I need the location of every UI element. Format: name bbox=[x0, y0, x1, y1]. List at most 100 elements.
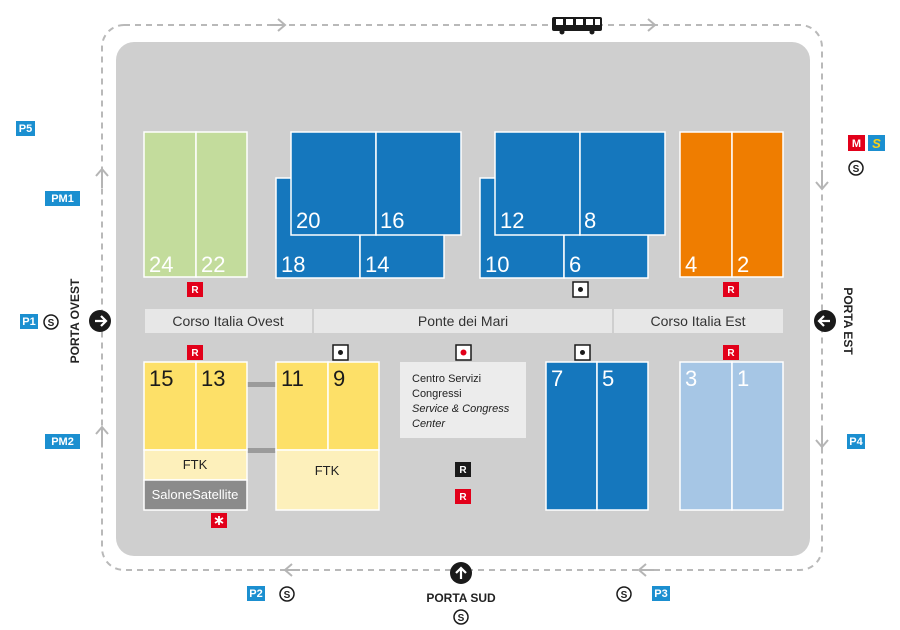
suburban-stop-west: S bbox=[43, 314, 59, 330]
metro-icon: M bbox=[848, 135, 865, 151]
hall-group-20-16-18-14[interactable]: 20 16 18 14 bbox=[275, 131, 462, 279]
street-label-est: Corso Italia Est bbox=[651, 313, 746, 329]
restaurant-badge-dark: R bbox=[455, 462, 471, 477]
street-corso-italia-ovest bbox=[145, 309, 312, 333]
parking-p5[interactable]: P5 bbox=[16, 121, 35, 136]
suburban-rail-icon: S bbox=[868, 135, 885, 151]
svg-text:PM1: PM1 bbox=[51, 193, 74, 205]
suburban-stop-p2: S bbox=[279, 586, 295, 602]
salone-satellite-block[interactable] bbox=[143, 479, 248, 511]
hall-7-label: 7 bbox=[551, 366, 563, 391]
hall-20[interactable] bbox=[290, 131, 377, 236]
hall-9-label: 9 bbox=[333, 366, 345, 391]
hall-11-label: 11 bbox=[281, 366, 304, 391]
svg-text:S: S bbox=[48, 318, 55, 329]
svg-text:PM2: PM2 bbox=[51, 436, 74, 448]
ftk-right-label: FTK bbox=[315, 463, 340, 478]
street-bar: Corso Italia Ovest Ponte dei Mari Corso … bbox=[145, 309, 783, 333]
suburban-stop-p3: S bbox=[616, 586, 632, 602]
hall-3[interactable] bbox=[679, 361, 733, 511]
hall-12[interactable] bbox=[494, 131, 581, 236]
hall-4-label: 4 bbox=[685, 252, 697, 277]
hall-22-label: 22 bbox=[201, 252, 225, 277]
point-icon-service-center bbox=[455, 344, 472, 361]
hall-8[interactable] bbox=[579, 131, 666, 236]
parking-pm1[interactable]: PM1 bbox=[45, 191, 80, 206]
parking-p3[interactable]: P3 bbox=[652, 586, 670, 601]
service-center-line1: Centro Servizi bbox=[412, 373, 481, 385]
svg-text:S: S bbox=[458, 613, 465, 624]
svg-text:P4: P4 bbox=[849, 436, 863, 448]
hall-8-label: 8 bbox=[584, 208, 596, 233]
svg-text:M: M bbox=[852, 138, 861, 150]
hall-2-label: 2 bbox=[737, 252, 749, 277]
shuttle-loop-path bbox=[101, 24, 823, 571]
hall-6[interactable] bbox=[563, 229, 649, 279]
hall-13[interactable] bbox=[195, 361, 248, 451]
hall-2[interactable] bbox=[731, 131, 784, 278]
hall-group-24-22[interactable]: 24 22 bbox=[143, 131, 248, 278]
hall-6-label: 6 bbox=[569, 252, 581, 277]
svg-text:S: S bbox=[284, 590, 291, 601]
svg-text:P1: P1 bbox=[22, 316, 35, 328]
hall-22[interactable] bbox=[195, 131, 248, 278]
service-congress-center[interactable]: Centro Servizi Congressi Service & Congr… bbox=[400, 362, 526, 438]
gate-est-label: PORTA EST bbox=[841, 287, 855, 355]
loop-arrows bbox=[95, 18, 829, 577]
connector-upper bbox=[247, 382, 276, 387]
hall-9[interactable] bbox=[327, 361, 380, 451]
parking-pm2[interactable]: PM2 bbox=[45, 434, 80, 449]
ftk-right-block[interactable] bbox=[275, 449, 380, 511]
restaurant-badge-center: R bbox=[455, 489, 471, 504]
hall-1[interactable] bbox=[731, 361, 784, 511]
restaurant-badge-upper-right: R bbox=[723, 282, 739, 297]
street-label-ponte: Ponte dei Mari bbox=[418, 313, 508, 329]
hall-group-4-2[interactable]: 4 2 bbox=[679, 131, 784, 278]
hall-14-label: 14 bbox=[365, 252, 389, 277]
service-center-line4: Center bbox=[412, 418, 446, 430]
suburban-stop-sud: S bbox=[453, 609, 469, 625]
svg-text:S: S bbox=[853, 164, 860, 175]
hall-16[interactable] bbox=[375, 131, 462, 236]
hall-18-label: 18 bbox=[281, 252, 305, 277]
parking-p4[interactable]: P4 bbox=[847, 434, 865, 449]
service-center-line3: Service & Congress bbox=[412, 403, 510, 415]
hall-group-15-13[interactable]: 15 13 FTK SaloneSatellite bbox=[143, 361, 248, 511]
parking-p1[interactable]: P1 bbox=[20, 314, 38, 329]
hall-group-11-9[interactable]: 11 9 FTK bbox=[275, 361, 380, 511]
hall-1-label: 1 bbox=[737, 366, 749, 391]
svg-text:R: R bbox=[727, 285, 735, 296]
service-center-line2: Congressi bbox=[412, 388, 462, 400]
parking-p2[interactable]: P2 bbox=[247, 586, 265, 601]
svg-text:R: R bbox=[191, 285, 199, 296]
gate-porta-sud[interactable]: PORTA SUD bbox=[426, 562, 496, 605]
svg-text:S: S bbox=[621, 590, 628, 601]
svg-text:R: R bbox=[727, 348, 735, 359]
hall-20-label: 20 bbox=[296, 208, 320, 233]
hall-12-label: 12 bbox=[500, 208, 524, 233]
hall-5[interactable] bbox=[596, 361, 649, 511]
hall-group-7-5[interactable]: 7 5 bbox=[545, 361, 649, 511]
hall-7[interactable] bbox=[545, 361, 598, 511]
hall-13-label: 13 bbox=[201, 366, 225, 391]
svg-text:R: R bbox=[191, 348, 199, 359]
hall-group-12-8-10-6[interactable]: 12 8 10 6 bbox=[479, 131, 666, 279]
hall-group-3-1[interactable]: 3 1 bbox=[679, 361, 784, 511]
gate-porta-est[interactable]: PORTA EST bbox=[814, 287, 855, 355]
gate-porta-ovest[interactable]: PORTA OVEST bbox=[68, 278, 111, 363]
point-icon-hall-7 bbox=[574, 344, 591, 361]
street-corso-italia-est bbox=[614, 309, 783, 333]
hall-5-label: 5 bbox=[602, 366, 614, 391]
restaurant-badge-lower-right: R bbox=[723, 345, 739, 360]
hall-4[interactable] bbox=[679, 131, 733, 278]
svg-text:R: R bbox=[459, 492, 467, 503]
point-icon-upper bbox=[572, 281, 589, 298]
ftk-left-block[interactable] bbox=[143, 449, 248, 481]
svg-text:P3: P3 bbox=[654, 588, 667, 600]
point-icon-hall-9 bbox=[332, 344, 349, 361]
svg-text:R: R bbox=[459, 465, 467, 476]
hall-16-label: 16 bbox=[380, 208, 404, 233]
shuttle-bus-icon bbox=[552, 17, 602, 35]
svg-text:P2: P2 bbox=[249, 588, 262, 600]
